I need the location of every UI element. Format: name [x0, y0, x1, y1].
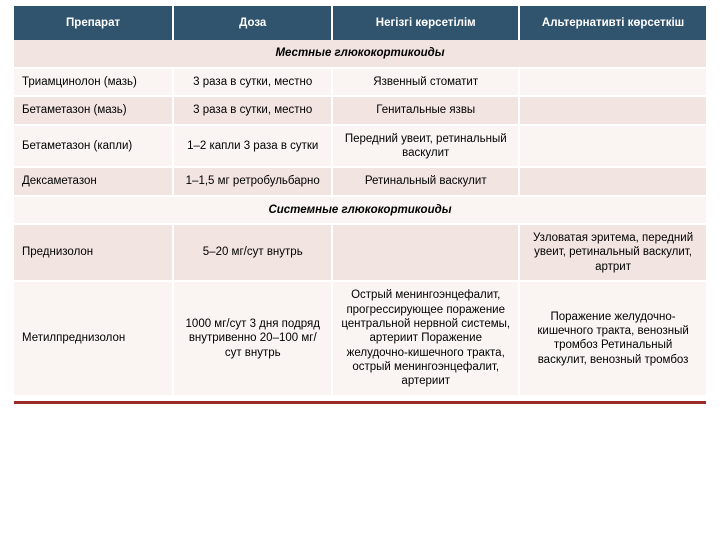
- cell-primary: Острый менингоэнцефалит, прогрессирующее…: [332, 281, 519, 396]
- table-row: Триамцинолон (мазь) 3 раза в сутки, мест…: [14, 68, 706, 96]
- table-frame: Препарат Доза Негізгі көрсетілім Альтерн…: [14, 6, 706, 404]
- section-label: Системные глюкокортикоиды: [14, 196, 706, 224]
- cell-alt: [519, 125, 706, 168]
- col-dose: Доза: [173, 6, 332, 40]
- table-row: Дексаметазон 1–1,5 мг ретробульбарно Рет…: [14, 167, 706, 195]
- cell-primary: Язвенный стоматит: [332, 68, 519, 96]
- cell-alt: [519, 68, 706, 96]
- col-primary: Негізгі көрсетілім: [332, 6, 519, 40]
- cell-primary: Генитальные язвы: [332, 96, 519, 124]
- cell-drug: Триамцинолон (мазь): [14, 68, 173, 96]
- cell-drug: Бетаметазон (капли): [14, 125, 173, 168]
- cell-dose: 3 раза в сутки, местно: [173, 96, 332, 124]
- section-systemic: Системные глюкокортикоиды: [14, 196, 706, 224]
- table-row: Метилпреднизолон 1000 мг/сут 3 дня подря…: [14, 281, 706, 396]
- section-label: Местные глюкокортикоиды: [14, 40, 706, 67]
- cell-alt: Поражение желудочно-кишечного тракта, ве…: [519, 281, 706, 396]
- table-row: Преднизолон 5–20 мг/сут внутрь Узловатая…: [14, 224, 706, 281]
- cell-dose: 1–1,5 мг ретробульбарно: [173, 167, 332, 195]
- cell-dose: 3 раза в сутки, местно: [173, 68, 332, 96]
- section-local: Местные глюкокортикоиды: [14, 40, 706, 67]
- header-row: Препарат Доза Негізгі көрсетілім Альтерн…: [14, 6, 706, 40]
- cell-dose: 5–20 мг/сут внутрь: [173, 224, 332, 281]
- cell-drug: Метилпреднизолон: [14, 281, 173, 396]
- col-drug: Препарат: [14, 6, 173, 40]
- col-alternative: Альтернативті көрсеткіш: [519, 6, 706, 40]
- cell-alt: [519, 167, 706, 195]
- cell-dose: 1000 мг/сут 3 дня подряд внутривенно 20–…: [173, 281, 332, 396]
- cell-alt: Узловатая эритема, передний увеит, ретин…: [519, 224, 706, 281]
- cell-primary: Передний увеит, ретинальный васкулит: [332, 125, 519, 168]
- cell-alt: [519, 96, 706, 124]
- table-row: Бетаметазон (мазь) 3 раза в сутки, местн…: [14, 96, 706, 124]
- cell-drug: Преднизолон: [14, 224, 173, 281]
- cell-dose: 1–2 капли 3 раза в сутки: [173, 125, 332, 168]
- cell-drug: Дексаметазон: [14, 167, 173, 195]
- table-row: Бетаметазон (капли) 1–2 капли 3 раза в с…: [14, 125, 706, 168]
- cell-primary: [332, 224, 519, 281]
- cell-drug: Бетаметазон (мазь): [14, 96, 173, 124]
- cell-primary: Ретинальный васкулит: [332, 167, 519, 195]
- medication-table: Препарат Доза Негізгі көрсетілім Альтерн…: [14, 6, 706, 397]
